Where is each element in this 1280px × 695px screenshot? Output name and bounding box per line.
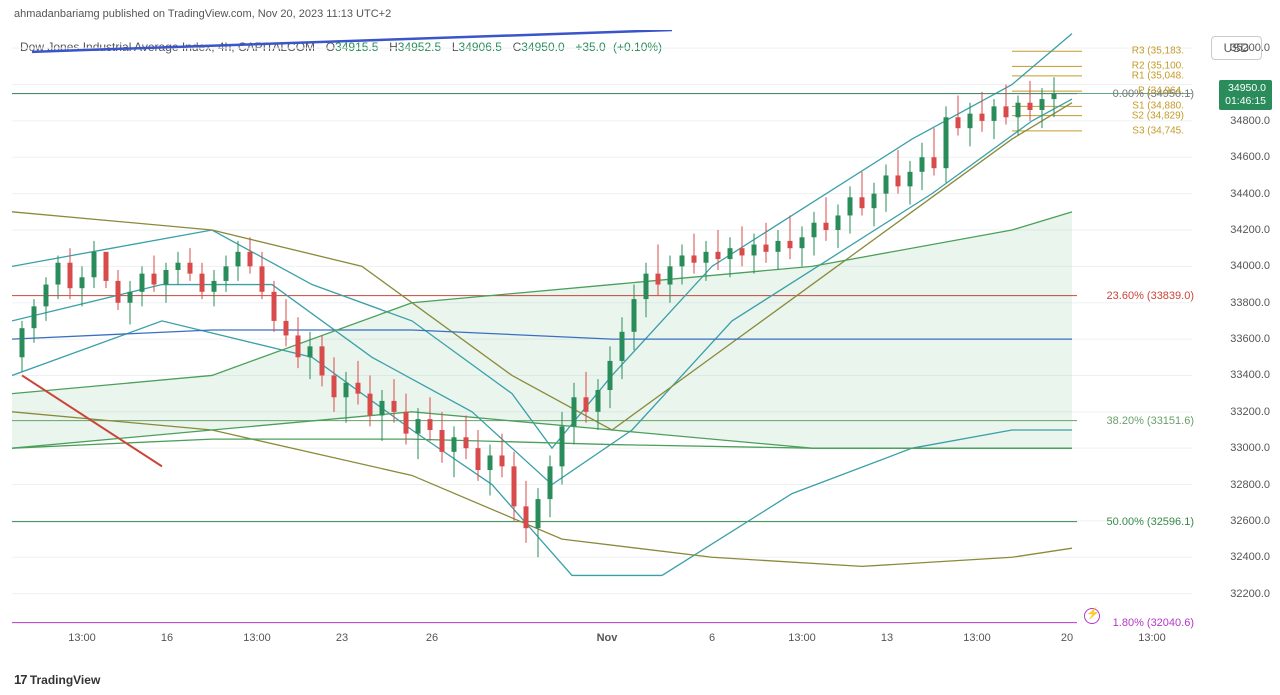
bar-countdown: 01:46:15 bbox=[1225, 95, 1266, 108]
publisher-line: ahmadanbariamg published on TradingView.… bbox=[14, 8, 391, 20]
lightning-icon bbox=[1084, 608, 1100, 624]
y-axis: 35200.035000.034800.034600.034400.034200… bbox=[1200, 30, 1270, 630]
x-axis: 13:001613:002326Nov613:001313:002013:00 bbox=[12, 632, 1192, 652]
last-price: 34950.0 bbox=[1225, 82, 1266, 95]
tradingview-brand: 1⁠7 TradingView bbox=[14, 672, 100, 687]
price-chart[interactable] bbox=[12, 30, 1192, 630]
last-price-tag: 34950.0 01:46:15 bbox=[1219, 80, 1272, 110]
